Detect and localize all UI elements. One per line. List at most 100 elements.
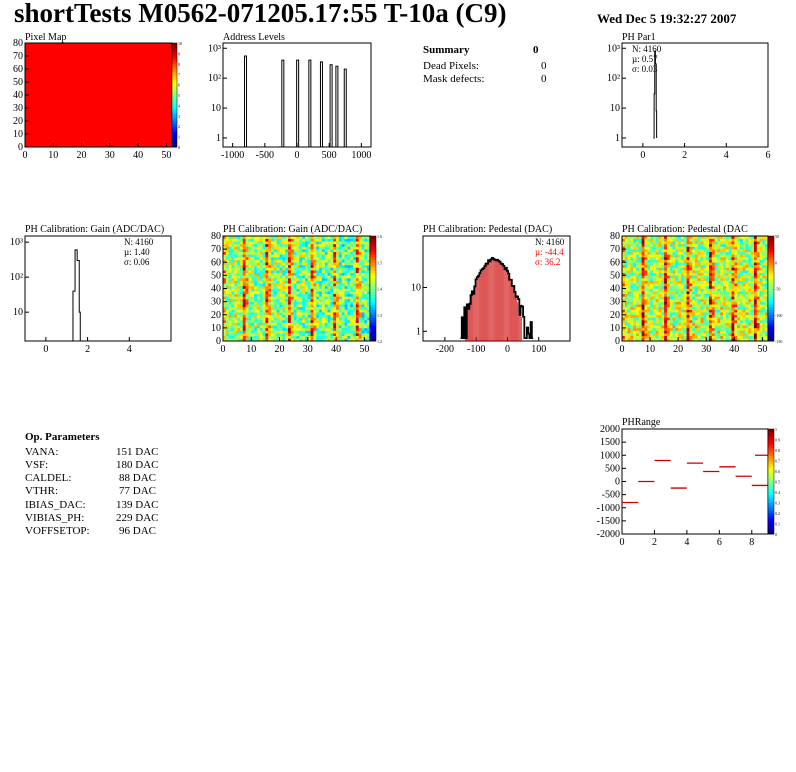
pedestal-map-cell	[756, 236, 760, 239]
gain-map-cell	[242, 288, 246, 292]
pedestal-map-cell	[720, 325, 724, 329]
pedestal-map-cell	[725, 238, 729, 242]
gain-map-cell	[344, 322, 348, 326]
gain-map-cell	[313, 317, 317, 321]
gain-map-cell	[223, 306, 227, 310]
gain-map-cell	[223, 299, 227, 302]
pedestal-map-cell	[669, 254, 673, 258]
pedestal-map-cell	[762, 275, 766, 279]
pedestal-map-cell	[664, 243, 668, 247]
pedestal-map-cell	[720, 296, 724, 300]
gain-map-cell	[333, 288, 337, 292]
pedestal-map-cell	[734, 325, 738, 329]
gain-map-cell	[293, 338, 297, 342]
pedestal-map-cell	[622, 301, 626, 305]
gain-map-cell	[231, 238, 235, 242]
gain-map-cell	[341, 259, 345, 263]
gain-map-cell	[350, 264, 354, 268]
gain-map-cell	[338, 283, 343, 287]
gain-map-cell	[273, 312, 278, 316]
pedestal-map-cell	[759, 251, 763, 255]
gain-map-cell	[237, 301, 241, 305]
pedestal-map-cell	[633, 330, 637, 334]
phrange-colorbar-segment	[768, 463, 774, 467]
pedestal-map-cell	[692, 246, 696, 250]
gain-map-cell	[299, 246, 303, 250]
pixel-map-colorbar-segment	[172, 84, 177, 88]
y-tick-label: 20	[13, 116, 23, 127]
gain-map-cell	[330, 251, 334, 255]
gain-map-cell	[355, 327, 359, 331]
y-tick-label: 30	[610, 297, 620, 308]
gain-map-cell	[307, 304, 311, 308]
pedestal-map-cell	[675, 293, 679, 297]
pedestal-map-cell	[706, 285, 710, 289]
pedestal-map-cell	[689, 288, 693, 292]
gain-map-cell	[304, 243, 309, 247]
gain-map-cell	[259, 278, 263, 281]
pedestal-map-cell	[624, 325, 628, 329]
pedestal-map-cell	[711, 283, 715, 287]
pedestal-map-cell	[641, 293, 645, 297]
gain-map-cell	[307, 325, 311, 329]
pedestal-map-cell	[636, 272, 640, 276]
pedestal-map-cell	[627, 317, 631, 321]
pedestal-map-cell	[717, 283, 721, 287]
pedestal-map-cell	[720, 267, 724, 271]
pedestal-map-cell	[658, 299, 662, 302]
gain-map-cell	[256, 272, 261, 276]
gain-map-cell	[223, 301, 227, 305]
pedestal-map-cell	[745, 264, 749, 268]
pedestal-map-cell	[703, 280, 707, 284]
gain-map-cell	[296, 296, 300, 300]
gain-map-cell	[259, 293, 263, 297]
gain-map-cell	[313, 291, 317, 295]
pixel-map-colorbar-segment	[172, 69, 177, 73]
pedestal-map-cell	[725, 251, 729, 255]
gain-map-cell	[228, 306, 232, 310]
gain-map-cell	[338, 275, 343, 279]
gain-map-cell	[330, 314, 334, 318]
pedestal-map-cell	[717, 264, 721, 268]
gain-map-cell	[231, 262, 235, 266]
gain-map-cell	[228, 254, 232, 258]
gain-map-cell	[256, 317, 261, 321]
gain-map-cell	[234, 241, 238, 245]
pedestal-map-cell	[762, 314, 766, 318]
pedestal-map-cell	[666, 306, 671, 310]
pedestal-map-cell	[633, 338, 637, 342]
gain-map-cell	[242, 309, 246, 313]
pedestal-map-cell	[759, 293, 763, 297]
pedestal-map-cell	[700, 335, 704, 339]
gain-map-cell	[254, 314, 258, 318]
gain-map-cell	[234, 257, 238, 260]
gain-map-cell	[290, 320, 294, 323]
pedestal-map-cell	[751, 296, 755, 300]
gain-map-cell	[265, 285, 269, 289]
gain-map-cell	[313, 309, 317, 313]
gain-map-cell	[290, 291, 294, 295]
gain-map-cell	[239, 299, 244, 302]
pedestal-map-cell	[737, 304, 741, 308]
gain-map-cell	[293, 267, 297, 271]
pedestal-map-cell	[753, 314, 758, 318]
gain-map-cell	[310, 236, 314, 239]
gain-map-cell	[338, 272, 343, 276]
gain-map-colorbar-segment	[370, 335, 376, 339]
pedestal-map-cell	[695, 243, 699, 247]
gain-map-cell	[251, 296, 255, 300]
pedestal-map-cell	[697, 272, 701, 276]
pedestal-map-cell	[742, 259, 746, 263]
gain-map-cell	[276, 306, 280, 310]
pedestal-map-cell	[689, 291, 693, 295]
gain-map-cell	[259, 333, 263, 337]
gain-map-cell	[358, 304, 362, 308]
gain-map-cell	[259, 264, 263, 268]
gain-map-cell	[234, 296, 238, 300]
gain-map-cell	[319, 262, 323, 266]
gain-map-cell	[350, 304, 354, 308]
pedestal-map-cell	[720, 312, 724, 316]
gain-map-cell	[234, 306, 238, 310]
gain-map-cell	[245, 238, 249, 242]
pedestal-map-cell	[689, 275, 693, 279]
